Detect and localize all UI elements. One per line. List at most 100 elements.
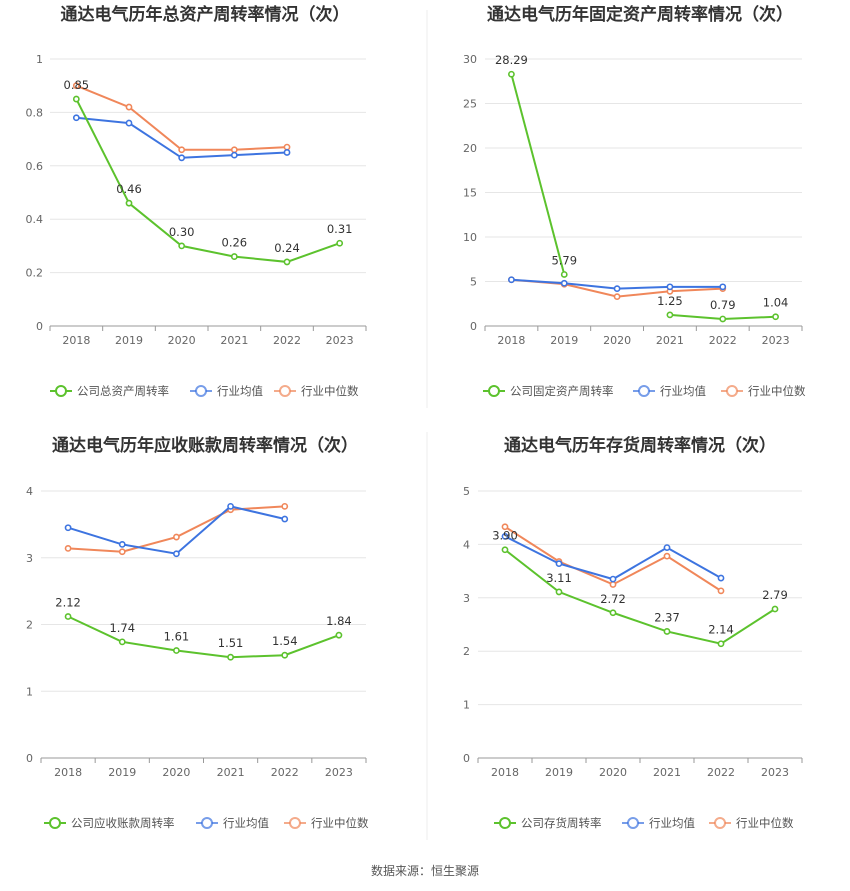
data-point-average[interactable]: [283, 149, 291, 156]
data-point-average[interactable]: [125, 119, 133, 127]
legend-item-company[interactable]: 公司总资产周转率: [50, 384, 169, 398]
data-point-company[interactable]: [719, 315, 727, 323]
data-point-average[interactable]: [560, 279, 568, 287]
series-line-average: [504, 535, 722, 581]
legend-marker-icon: [726, 385, 738, 397]
data-point-company[interactable]: [717, 640, 725, 648]
data-point-company[interactable]: [663, 628, 671, 635]
data-source-label: 数据来源：恒生聚源: [370, 864, 479, 878]
x-tick-label: 2023: [325, 766, 353, 779]
data-point-company[interactable]: [666, 311, 674, 319]
legend-marker-icon: [195, 385, 207, 397]
data-point-median[interactable]: [118, 548, 126, 556]
data-point-median[interactable]: [178, 146, 186, 154]
legend-item-company[interactable]: 公司存货周转率: [494, 816, 602, 830]
y-tick-label: 1: [36, 53, 43, 66]
y-tick-label: 0.8: [26, 106, 44, 119]
data-label: 2.72: [600, 592, 626, 606]
legend-item-median[interactable]: 行业中位数: [274, 384, 359, 398]
data-point-company[interactable]: [125, 199, 133, 207]
data-point-company[interactable]: [283, 258, 291, 266]
data-label: 1.74: [109, 621, 135, 635]
data-point-median[interactable]: [64, 545, 72, 552]
chart-title: 通达电气历年总资产周转率情况（次）: [61, 4, 350, 25]
data-point-average[interactable]: [230, 151, 238, 159]
legend-label: 行业中位数: [736, 816, 794, 830]
data-point-median[interactable]: [281, 502, 289, 510]
data-point-average[interactable]: [609, 575, 617, 583]
legend-item-average[interactable]: 行业均值: [633, 384, 706, 398]
data-point-company[interactable]: [771, 605, 779, 613]
x-tick-label: 2023: [761, 766, 789, 779]
data-point-company[interactable]: [772, 313, 779, 321]
legend-marker-icon: [49, 817, 61, 829]
data-point-average[interactable]: [663, 544, 671, 552]
series-average: [501, 532, 725, 583]
data-point-median[interactable]: [613, 293, 621, 301]
data-point-company[interactable]: [508, 70, 515, 78]
data-point-company[interactable]: [178, 242, 186, 250]
series-median: [64, 502, 289, 556]
x-tick-label: 2020: [603, 334, 631, 347]
data-point-company[interactable]: [336, 239, 344, 247]
data-point-company[interactable]: [227, 653, 234, 661]
data-point-average[interactable]: [281, 515, 289, 523]
legend-item-median[interactable]: 行业中位数: [284, 816, 369, 830]
legend-item-average[interactable]: 行业均值: [190, 384, 263, 398]
data-point-average[interactable]: [717, 574, 725, 582]
data-point-average[interactable]: [72, 114, 80, 122]
data-point-median[interactable]: [717, 587, 725, 595]
legend-item-company[interactable]: 公司固定资产周转率: [483, 384, 614, 398]
x-tick-label: 2019: [550, 334, 578, 347]
data-point-average[interactable]: [64, 524, 72, 532]
legend-item-median[interactable]: 行业中位数: [721, 384, 806, 398]
data-point-median[interactable]: [501, 523, 509, 531]
data-point-average[interactable]: [501, 532, 509, 540]
series-company: 3.90 3.11 2.72 2.37 2.14 2.79: [492, 529, 788, 648]
data-label: 0.26: [222, 236, 248, 250]
legend-item-company[interactable]: 公司应收账款周转率: [44, 816, 175, 830]
y-tick-label: 1: [463, 699, 470, 712]
data-point-company[interactable]: [335, 631, 343, 639]
series-line-company: [75, 98, 341, 263]
data-point-median[interactable]: [173, 533, 180, 541]
data-point-average[interactable]: [508, 276, 515, 284]
data-point-average[interactable]: [118, 541, 126, 548]
x-tick-label: 2021: [653, 766, 681, 779]
data-point-company[interactable]: [609, 609, 617, 617]
data-point-company[interactable]: [501, 546, 509, 554]
y-tick-label: 0: [26, 752, 33, 765]
data-point-median[interactable]: [283, 143, 291, 151]
data-label: 2.37: [654, 610, 680, 624]
series-line-average: [67, 505, 285, 555]
y-tick-label: 4: [463, 538, 470, 551]
data-point-average[interactable]: [178, 154, 186, 162]
legend-item-average[interactable]: 行业均值: [196, 816, 269, 830]
x-tick-label: 2018: [491, 766, 519, 779]
data-label: 5.79: [551, 253, 577, 267]
data-point-average[interactable]: [719, 283, 727, 291]
series-line-company: [67, 615, 340, 659]
y-tick-label: 10: [463, 231, 477, 244]
data-point-company[interactable]: [118, 638, 126, 646]
data-point-average[interactable]: [666, 283, 674, 291]
data-point-median[interactable]: [125, 103, 133, 111]
data-point-company[interactable]: [64, 613, 72, 620]
legend-item-average[interactable]: 行业均值: [622, 816, 695, 830]
data-label: 1.54: [272, 634, 298, 648]
data-point-average[interactable]: [555, 560, 563, 568]
data-point-median[interactable]: [663, 552, 671, 560]
data-point-average[interactable]: [173, 550, 180, 558]
data-point-company[interactable]: [230, 253, 238, 260]
data-point-average[interactable]: [613, 285, 621, 293]
data-point-median[interactable]: [72, 82, 80, 90]
data-point-company[interactable]: [555, 588, 563, 596]
data-point-median[interactable]: [230, 146, 238, 154]
data-point-average[interactable]: [227, 502, 234, 510]
data-point-company[interactable]: [173, 647, 180, 654]
legend-item-median[interactable]: 行业中位数: [709, 816, 794, 830]
data-point-company[interactable]: [560, 271, 568, 278]
data-point-company[interactable]: [72, 95, 80, 103]
data-point-median[interactable]: [609, 581, 617, 588]
data-point-company[interactable]: [281, 651, 289, 659]
